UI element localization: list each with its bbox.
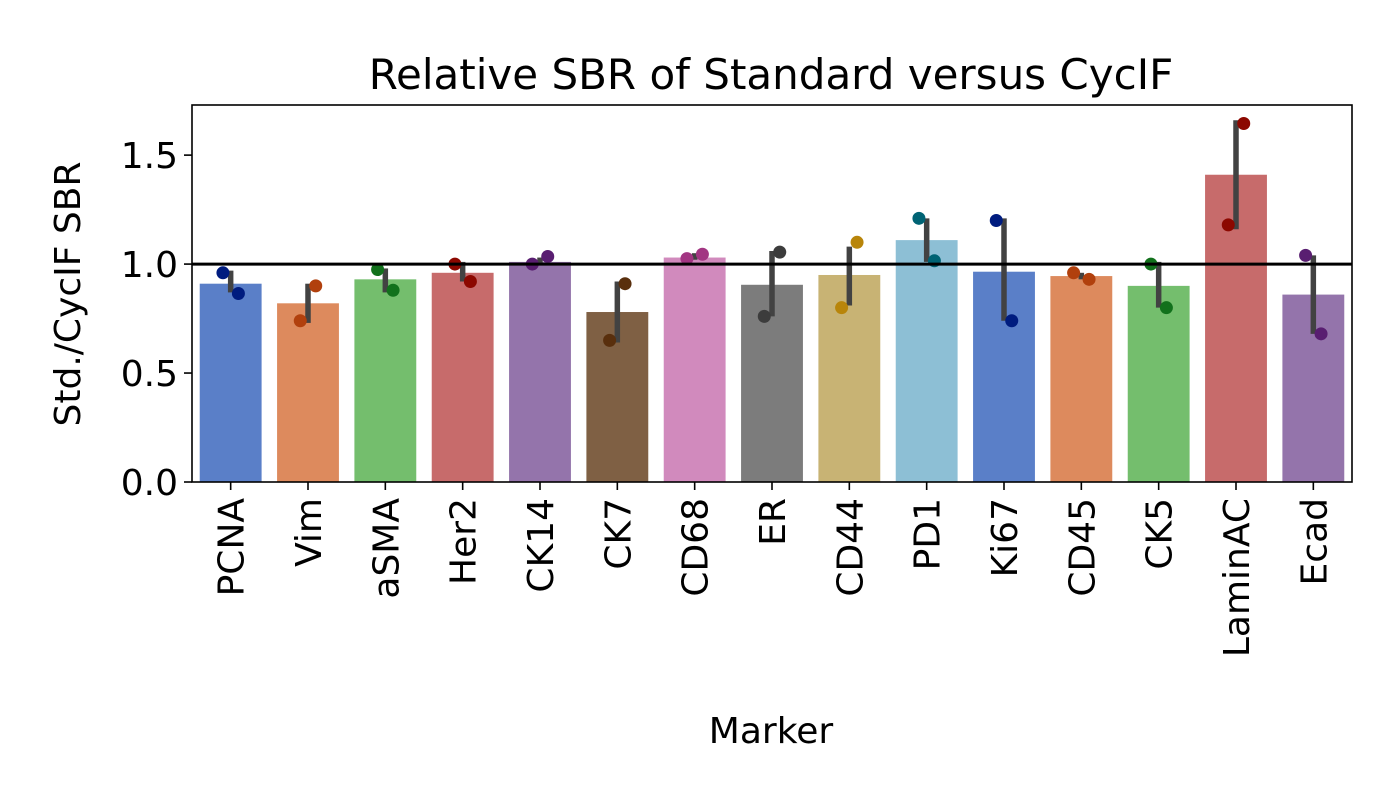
x-tick-label-pcna: PCNA (212, 498, 253, 597)
point-ecad-b (1314, 327, 1328, 341)
bar-ck14 (509, 261, 571, 482)
bar-ck5 (1127, 285, 1190, 482)
point-ck7-b (618, 277, 632, 291)
x-tick-label-ck7: CK7 (598, 498, 639, 570)
x-tick-label-laminac: LaminAC (1217, 498, 1258, 657)
point-cd68-b (695, 247, 709, 261)
bar-vim (277, 303, 339, 482)
y-tick-label: 0.0 (121, 463, 178, 504)
point-vim-a (293, 314, 307, 328)
point-ki67-a (989, 213, 1003, 227)
x-tick-label-ck5: CK5 (1140, 498, 1181, 570)
point-ck14-b (541, 249, 555, 263)
point-ecad-a (1299, 248, 1313, 262)
point-asma-b (386, 283, 400, 297)
x-tick-label-her2: Her2 (444, 498, 485, 585)
point-laminac-b (1237, 117, 1251, 131)
y-tick-label: 1.0 (121, 245, 178, 286)
y-axis-label: Std./CycIF SBR (48, 162, 89, 427)
x-tick-label-er: ER (753, 498, 794, 546)
bar-pd1 (895, 240, 958, 482)
x-tick-label-ki67: Ki67 (985, 498, 1026, 577)
point-laminac-a (1221, 218, 1235, 232)
bars-layer (199, 174, 1345, 482)
bar-er (741, 284, 803, 482)
point-her2-b (463, 275, 477, 289)
error-bars-layer (227, 120, 1317, 343)
x-axis-ticks: PCNA Vim aSMA Her2 CK14 CK7 CD68 ER CD44 PD1 Ki67 C… (212, 482, 1335, 657)
x-tick-label-cd44: CD44 (830, 498, 871, 597)
bar-pcna (199, 283, 262, 482)
point-ki67-b (1005, 314, 1019, 328)
bar-cd68 (663, 257, 726, 482)
point-ck7-a (603, 333, 617, 347)
point-pcna-b (231, 287, 245, 300)
point-cd45-b (1082, 272, 1096, 286)
point-er-a (757, 309, 771, 323)
point-cd68-a (680, 252, 694, 266)
bar-asma (354, 279, 417, 482)
x-tick-label-vim: Vim (289, 498, 330, 567)
point-cd44-b (850, 235, 864, 249)
x-tick-label-ck14: CK14 (521, 498, 562, 593)
point-cd45-a (1067, 266, 1081, 280)
y-axis-ticks: 0.0 0.5 1.0 1.5 (121, 136, 192, 504)
chart-title: Relative SBR of Standard versus CycIF (369, 50, 1174, 99)
bar-her2 (431, 272, 494, 482)
point-cd44-a (835, 301, 849, 315)
point-er-b (773, 245, 787, 259)
point-vim-b (309, 279, 323, 293)
x-tick-label-pd1: PD1 (908, 498, 949, 570)
bar-cd44 (818, 274, 881, 482)
bar-cd45 (1050, 276, 1113, 482)
x-tick-label-asma: aSMA (366, 498, 407, 599)
x-tick-label-cd45: CD45 (1062, 498, 1103, 597)
y-tick-label: 1.5 (121, 136, 178, 177)
y-tick-label: 0.5 (121, 354, 178, 395)
point-ck5-b (1159, 301, 1173, 315)
point-pd1-a (912, 211, 926, 225)
x-tick-label-ecad: Ecad (1294, 498, 1335, 585)
point-pcna-a (216, 266, 230, 280)
point-asma-a (371, 263, 385, 277)
x-axis-label: Marker (709, 711, 834, 752)
x-tick-label-cd68: CD68 (676, 498, 717, 597)
